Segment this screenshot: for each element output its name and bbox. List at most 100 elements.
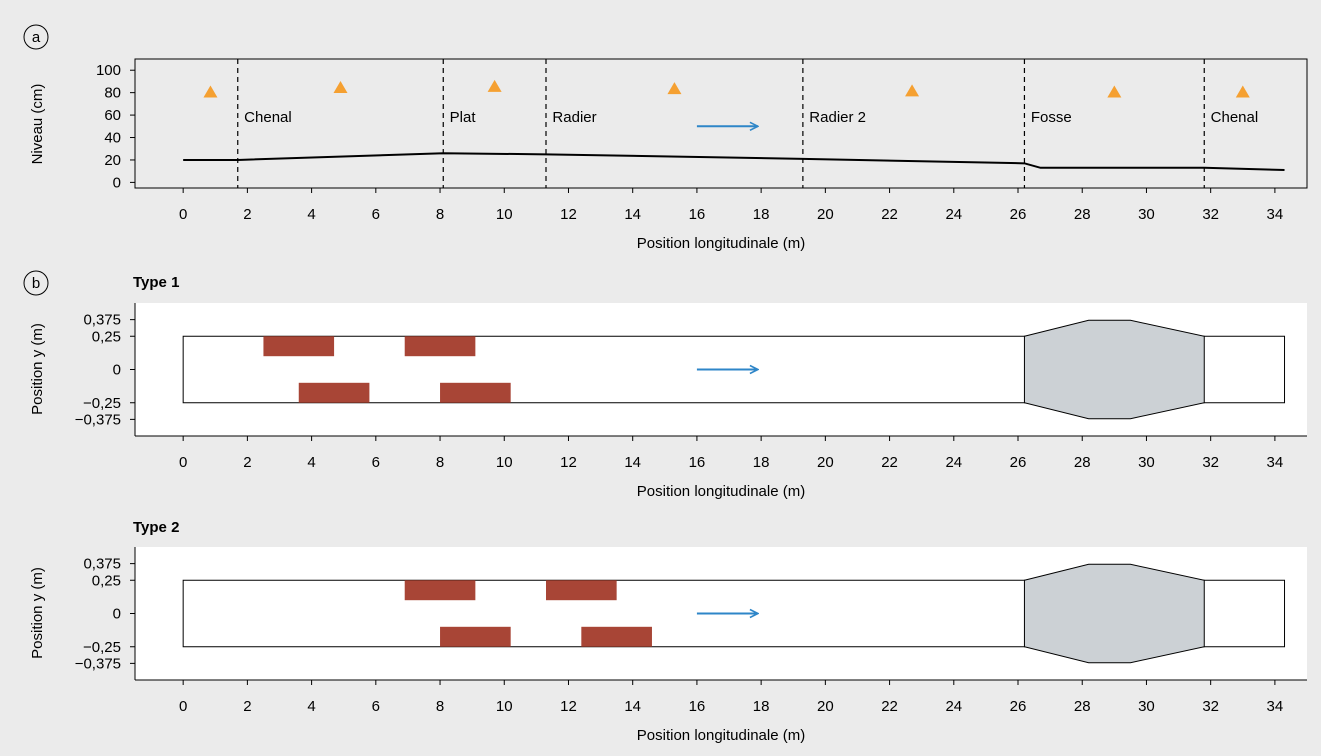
chart-a-frame bbox=[134, 58, 1308, 189]
marker-triangle-4 bbox=[905, 84, 920, 97]
x-tick-label-12: 12 bbox=[560, 698, 577, 715]
x-tick-label-6: 6 bbox=[372, 698, 380, 715]
x-tick-label-22: 22 bbox=[881, 454, 898, 471]
x-tick-label-32: 32 bbox=[1202, 698, 1219, 715]
zone-label-4: Fosse bbox=[1031, 109, 1072, 126]
chart-b2-x-ticks: 0 2 4 6 8 10 12 14 16 18 20 22 24 26 28 30 32 34 bbox=[179, 680, 1283, 715]
x-tick-label-2: 2 bbox=[243, 206, 251, 223]
block-1 bbox=[404, 336, 476, 357]
chart-b1-layer bbox=[182, 319, 1286, 420]
panel-b-badge: b bbox=[23, 270, 49, 296]
y-tick-label-60: 60 bbox=[104, 107, 121, 124]
y-tick-label-100: 100 bbox=[96, 62, 121, 79]
x-tick-label-24: 24 bbox=[945, 454, 962, 471]
x-tick-label-30: 30 bbox=[1138, 454, 1155, 471]
x-tick-label-2: 2 bbox=[243, 454, 251, 471]
zone-label-2: Radier bbox=[552, 109, 596, 126]
chart-b2-xlabel: Position longitudinale (m) bbox=[637, 727, 805, 744]
y-tick-label-2: 0 bbox=[113, 606, 121, 623]
y-tick-label-1: 0,25 bbox=[92, 328, 121, 345]
x-tick-label-16: 16 bbox=[689, 454, 706, 471]
x-tick-label-26: 26 bbox=[1010, 206, 1027, 223]
zone-label-0: Chenal bbox=[244, 109, 292, 126]
x-tick-label-4: 4 bbox=[307, 454, 315, 471]
x-tick-label-10: 10 bbox=[496, 206, 513, 223]
marker-triangle-2 bbox=[487, 79, 502, 92]
zone-label-3: Radier 2 bbox=[809, 109, 866, 126]
chart-a-ylabel: Niveau (cm) bbox=[29, 84, 46, 165]
x-tick-label-26: 26 bbox=[1010, 454, 1027, 471]
channel-outline bbox=[182, 579, 1286, 648]
chart-type-2-layout: Type 2 0 2 4 6 8 10 12 14 16 18 20 22 24 26 28 30 32 34 0… bbox=[29, 519, 1307, 744]
x-tick-label-22: 22 bbox=[881, 698, 898, 715]
x-tick-label-28: 28 bbox=[1074, 454, 1091, 471]
x-tick-label-16: 16 bbox=[689, 698, 706, 715]
x-tick-label-2: 2 bbox=[243, 698, 251, 715]
x-tick-label-8: 8 bbox=[436, 206, 444, 223]
y-tick-label-80: 80 bbox=[104, 85, 121, 102]
x-tick-label-20: 20 bbox=[817, 454, 834, 471]
x-tick-label-6: 6 bbox=[372, 454, 380, 471]
marker-triangle-5 bbox=[1107, 85, 1122, 98]
x-tick-label-22: 22 bbox=[881, 206, 898, 223]
x-tick-label-24: 24 bbox=[945, 698, 962, 715]
x-tick-label-20: 20 bbox=[817, 206, 834, 223]
x-tick-label-14: 14 bbox=[624, 454, 641, 471]
profile-line bbox=[183, 152, 1285, 172]
block-0 bbox=[404, 580, 476, 601]
x-tick-label-18: 18 bbox=[753, 698, 770, 715]
chart-level-profile: Chenal Plat Radier Radier 2 Fosse Chenal 0 2 4 6… bbox=[29, 58, 1308, 252]
chart-a-y-ticks: 0 20 40 60 80 100 bbox=[96, 62, 135, 191]
x-tick-label-28: 28 bbox=[1074, 206, 1091, 223]
x-tick-label-32: 32 bbox=[1202, 206, 1219, 223]
chart-a-layer: Chenal Plat Radier Radier 2 Fosse Chenal bbox=[183, 59, 1285, 188]
chart-b2-layer bbox=[182, 563, 1286, 664]
block-3 bbox=[581, 626, 652, 647]
channel-outline bbox=[182, 335, 1286, 404]
x-tick-label-4: 4 bbox=[307, 698, 315, 715]
x-tick-label-26: 26 bbox=[1010, 698, 1027, 715]
x-tick-label-34: 34 bbox=[1267, 206, 1284, 223]
y-tick-label-2: 0 bbox=[113, 362, 121, 379]
y-tick-label-0: 0,375 bbox=[83, 312, 121, 329]
marker-triangle-1 bbox=[333, 81, 348, 94]
panel-a-letter: a bbox=[32, 29, 41, 46]
x-tick-label-12: 12 bbox=[560, 206, 577, 223]
x-tick-label-34: 34 bbox=[1267, 698, 1284, 715]
x-tick-label-28: 28 bbox=[1074, 698, 1091, 715]
x-tick-label-30: 30 bbox=[1138, 206, 1155, 223]
block-2 bbox=[298, 382, 370, 403]
panel-a-badge: a bbox=[23, 24, 49, 50]
pool-shape bbox=[1023, 319, 1205, 420]
pool-shape bbox=[1023, 563, 1205, 664]
zone-label-5: Chenal bbox=[1211, 109, 1259, 126]
block-3 bbox=[440, 382, 511, 403]
marker-triangle-3 bbox=[667, 82, 682, 95]
x-tick-label-14: 14 bbox=[624, 698, 641, 715]
x-tick-label-8: 8 bbox=[436, 454, 444, 471]
x-tick-label-12: 12 bbox=[560, 454, 577, 471]
x-tick-label-16: 16 bbox=[689, 206, 706, 223]
x-tick-label-0: 0 bbox=[179, 454, 187, 471]
chart-a-x-ticks: 0 2 4 6 8 10 12 14 16 18 20 22 24 26 28 30 32 34 bbox=[179, 188, 1283, 223]
y-tick-label-40: 40 bbox=[104, 130, 121, 147]
x-tick-label-8: 8 bbox=[436, 698, 444, 715]
chart-b1-ylabel: Position y (m) bbox=[29, 323, 46, 415]
chart-b2-title: Type 2 bbox=[133, 519, 179, 536]
chart-b2-ylabel: Position y (m) bbox=[29, 567, 46, 659]
x-tick-label-20: 20 bbox=[817, 698, 834, 715]
y-tick-label-20: 20 bbox=[104, 152, 121, 169]
y-tick-label-4: −0,375 bbox=[75, 655, 121, 672]
marker-triangle-6 bbox=[1235, 85, 1250, 98]
zone-label-1: Plat bbox=[450, 109, 477, 126]
chart-b1-x-ticks: 0 2 4 6 8 10 12 14 16 18 20 22 24 26 28 30 32 34 bbox=[179, 436, 1283, 471]
y-tick-label-3: −0,25 bbox=[83, 639, 121, 656]
y-tick-label-0: 0 bbox=[113, 174, 121, 191]
x-tick-label-0: 0 bbox=[179, 206, 187, 223]
block-2 bbox=[440, 626, 511, 647]
x-tick-label-10: 10 bbox=[496, 454, 513, 471]
chart-b1-title: Type 1 bbox=[133, 274, 179, 291]
x-tick-label-4: 4 bbox=[307, 206, 315, 223]
